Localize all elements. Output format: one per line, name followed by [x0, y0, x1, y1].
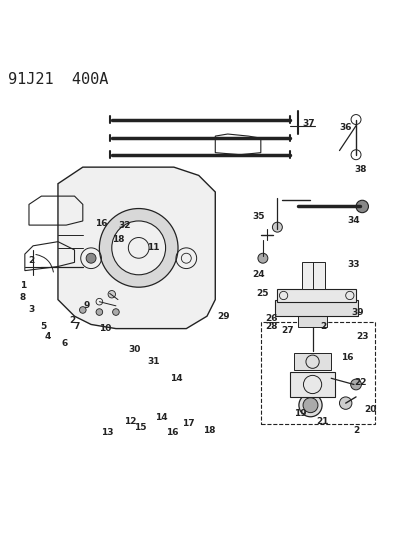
Text: 2: 2: [352, 425, 358, 434]
Bar: [297, 316, 326, 327]
Text: 91J21  400A: 91J21 400A: [8, 72, 108, 87]
Text: 29: 29: [217, 312, 229, 321]
Circle shape: [99, 208, 178, 287]
Text: 13: 13: [101, 427, 114, 437]
Text: 12: 12: [124, 417, 136, 426]
Circle shape: [302, 398, 317, 413]
Text: 34: 34: [347, 216, 359, 225]
Text: 9: 9: [83, 301, 90, 310]
Text: 28: 28: [264, 322, 277, 331]
Text: 37: 37: [301, 119, 314, 128]
Circle shape: [108, 290, 115, 298]
Circle shape: [272, 222, 282, 232]
Text: 26: 26: [264, 314, 277, 323]
Bar: [260, 322, 374, 424]
Circle shape: [86, 253, 96, 263]
Text: 14: 14: [155, 413, 167, 422]
Bar: [289, 372, 335, 397]
Text: 36: 36: [339, 123, 351, 132]
Text: 18: 18: [202, 425, 215, 434]
Bar: [301, 262, 324, 289]
Text: 2: 2: [69, 316, 76, 325]
Text: 24: 24: [252, 270, 264, 279]
Circle shape: [112, 221, 165, 275]
Circle shape: [96, 309, 102, 316]
Text: 35: 35: [252, 212, 264, 221]
Text: 33: 33: [347, 260, 359, 269]
Text: 16: 16: [341, 353, 353, 362]
Text: 39: 39: [351, 308, 363, 317]
Text: 7: 7: [73, 322, 80, 331]
Text: 10: 10: [99, 324, 112, 333]
Text: 19: 19: [293, 409, 306, 418]
Circle shape: [298, 393, 321, 417]
Text: 1: 1: [19, 281, 26, 289]
Text: 32: 32: [118, 221, 130, 230]
Text: 16: 16: [165, 427, 178, 437]
Circle shape: [339, 397, 351, 409]
Polygon shape: [58, 167, 215, 329]
Text: 14: 14: [169, 374, 182, 383]
Text: 3: 3: [28, 305, 34, 314]
Circle shape: [112, 309, 119, 316]
Text: 4: 4: [44, 333, 51, 341]
Text: 23: 23: [355, 333, 368, 341]
Text: 2: 2: [28, 256, 34, 265]
Text: 8: 8: [19, 293, 26, 302]
Text: 31: 31: [147, 357, 159, 366]
Text: 17: 17: [182, 419, 194, 429]
Circle shape: [79, 306, 86, 313]
Text: 16: 16: [95, 219, 107, 228]
Text: 30: 30: [128, 345, 140, 354]
Text: 6: 6: [61, 338, 67, 348]
Circle shape: [355, 200, 368, 213]
Text: 27: 27: [281, 326, 293, 335]
Bar: [293, 353, 330, 370]
Circle shape: [257, 253, 267, 263]
Text: 2: 2: [319, 322, 325, 331]
Text: 38: 38: [353, 165, 366, 174]
Text: 25: 25: [256, 289, 268, 298]
Text: 5: 5: [40, 322, 47, 331]
Text: 15: 15: [134, 423, 147, 432]
Polygon shape: [277, 289, 355, 302]
Text: 21: 21: [316, 417, 328, 426]
Text: 20: 20: [363, 405, 376, 414]
Text: 11: 11: [147, 244, 159, 252]
Polygon shape: [275, 300, 357, 316]
Text: 22: 22: [353, 378, 366, 387]
Circle shape: [350, 379, 361, 390]
Text: 18: 18: [112, 235, 124, 244]
